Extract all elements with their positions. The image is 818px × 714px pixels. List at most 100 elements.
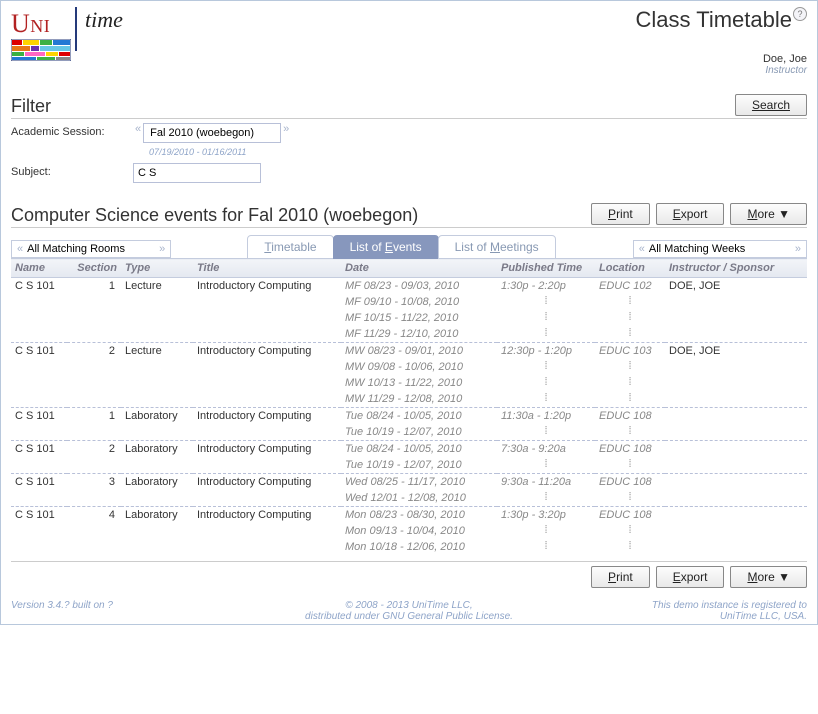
export-button[interactable]: Export bbox=[656, 203, 725, 225]
cell-name bbox=[11, 326, 67, 343]
cell-name: C S 101 bbox=[11, 408, 67, 425]
cell-title: Introductory Computing bbox=[193, 278, 341, 295]
cell-instructor bbox=[665, 507, 807, 524]
col-type[interactable]: Type bbox=[121, 259, 193, 278]
table-head: Name Section Type Title Date Published T… bbox=[11, 259, 807, 278]
logo[interactable]: UNI time bbox=[11, 7, 119, 61]
print-button-bottom[interactable]: Print bbox=[591, 566, 650, 588]
cell-loc-ditto: ⁞ bbox=[595, 326, 665, 343]
col-date[interactable]: Date bbox=[341, 259, 497, 278]
events-header: Computer Science events for Fal 2010 (wo… bbox=[11, 203, 807, 228]
cell-instructor bbox=[665, 457, 807, 474]
cell-time-ditto: ⁞ bbox=[497, 359, 595, 375]
cell-loc-ditto: ⁞ bbox=[595, 539, 665, 555]
weeks-input[interactable] bbox=[647, 242, 793, 256]
cell-instructor bbox=[665, 441, 807, 458]
cell-title: Introductory Computing bbox=[193, 441, 341, 458]
cell-title bbox=[193, 457, 341, 474]
cell-section: 2 bbox=[67, 343, 121, 360]
cell-loc-ditto: ⁞ bbox=[595, 359, 665, 375]
col-title[interactable]: Title bbox=[193, 259, 341, 278]
table-row[interactable]: C S 1011LectureIntroductory ComputingMF … bbox=[11, 278, 807, 343]
cell-time: 11:30a - 1:20p bbox=[497, 408, 595, 425]
table-row[interactable]: C S 1012LectureIntroductory ComputingMW … bbox=[11, 343, 807, 408]
cell-time-ditto: ⁞ bbox=[497, 523, 595, 539]
rooms-filter: « » bbox=[11, 240, 171, 258]
events-toolbar: « » Timetable List of Events List of Mee… bbox=[11, 234, 807, 258]
session-prev-icon[interactable]: « bbox=[133, 123, 143, 135]
cell-time-ditto: ⁞ bbox=[497, 310, 595, 326]
cell-time-ditto: ⁞ bbox=[497, 490, 595, 507]
cell-date: Mon 10/18 - 12/06, 2010 bbox=[341, 539, 497, 555]
cell-name: C S 101 bbox=[11, 474, 67, 491]
cell-instructor: DOE, JOE bbox=[665, 343, 807, 360]
table-row[interactable]: C S 1014LaboratoryIntroductory Computing… bbox=[11, 507, 807, 556]
cell-type bbox=[121, 375, 193, 391]
header: UNI time Class Timetable? D bbox=[11, 7, 807, 76]
cell-section bbox=[67, 523, 121, 539]
logo-grid-icon bbox=[11, 39, 71, 61]
session-next-icon[interactable]: » bbox=[281, 123, 291, 135]
bottom-actions: Print Export More ▼ bbox=[11, 561, 807, 588]
footer: Version 3.4.? built on ? © 2008 - 2013 U… bbox=[11, 598, 807, 622]
rooms-input[interactable] bbox=[25, 242, 157, 256]
more-button-bottom[interactable]: More ▼ bbox=[730, 566, 807, 588]
col-name[interactable]: Name bbox=[11, 259, 67, 278]
cell-type bbox=[121, 391, 193, 408]
col-section[interactable]: Section bbox=[67, 259, 121, 278]
col-instructor[interactable]: Instructor / Sponsor bbox=[665, 259, 807, 278]
cell-section: 2 bbox=[67, 441, 121, 458]
cell-date: Tue 10/19 - 12/07, 2010 bbox=[341, 457, 497, 474]
user-role: Instructor bbox=[635, 65, 807, 76]
print-button[interactable]: Print bbox=[591, 203, 650, 225]
session-box bbox=[143, 123, 281, 143]
tab-list-meetings[interactable]: List of Meetings bbox=[438, 235, 556, 259]
weeks-next-icon[interactable]: » bbox=[793, 243, 803, 255]
cell-instructor bbox=[665, 474, 807, 491]
cell-time: 12:30p - 1:20p bbox=[497, 343, 595, 360]
footer-left: Version 3.4.? built on ? bbox=[11, 600, 274, 622]
cell-section: 4 bbox=[67, 507, 121, 524]
table-row[interactable]: C S 1011LaboratoryIntroductory Computing… bbox=[11, 408, 807, 441]
cell-date: Wed 08/25 - 11/17, 2010 bbox=[341, 474, 497, 491]
more-button[interactable]: More ▼ bbox=[730, 203, 807, 225]
subject-input[interactable] bbox=[133, 163, 261, 183]
cell-type: Laboratory bbox=[121, 408, 193, 425]
filter-header: Filter Search bbox=[11, 94, 807, 119]
cell-title: Introductory Computing bbox=[193, 507, 341, 524]
logo-left: UNI bbox=[11, 9, 71, 61]
footer-right: This demo instance is registered toUniTi… bbox=[544, 600, 807, 622]
session-dates: 07/19/2010 - 01/16/2011 bbox=[149, 147, 807, 157]
title-block: Class Timetable? Doe, Joe Instructor bbox=[635, 7, 807, 76]
col-ptime[interactable]: Published Time bbox=[497, 259, 595, 278]
cell-type: Lecture bbox=[121, 278, 193, 295]
cell-name bbox=[11, 375, 67, 391]
cell-instructor: DOE, JOE bbox=[665, 278, 807, 295]
cell-location: EDUC 108 bbox=[595, 408, 665, 425]
rooms-prev-icon[interactable]: « bbox=[15, 243, 25, 255]
cell-section bbox=[67, 391, 121, 408]
search-button[interactable]: Search bbox=[735, 94, 807, 116]
col-location[interactable]: Location bbox=[595, 259, 665, 278]
cell-title: Introductory Computing bbox=[193, 474, 341, 491]
session-input[interactable] bbox=[148, 125, 274, 141]
tab-list-events[interactable]: List of Events bbox=[333, 235, 439, 259]
cell-loc-ditto: ⁞ bbox=[595, 424, 665, 441]
tab-timetable[interactable]: Timetable bbox=[247, 235, 333, 259]
cell-name: C S 101 bbox=[11, 343, 67, 360]
table-row[interactable]: C S 1012LaboratoryIntroductory Computing… bbox=[11, 441, 807, 474]
cell-name bbox=[11, 391, 67, 408]
table-row[interactable]: C S 1013LaboratoryIntroductory Computing… bbox=[11, 474, 807, 507]
cell-name bbox=[11, 523, 67, 539]
cell-loc-ditto: ⁞ bbox=[595, 391, 665, 408]
cell-instructor bbox=[665, 408, 807, 425]
cell-time-ditto: ⁞ bbox=[497, 424, 595, 441]
cell-name: C S 101 bbox=[11, 507, 67, 524]
rooms-next-icon[interactable]: » bbox=[157, 243, 167, 255]
cell-title bbox=[193, 539, 341, 555]
export-button-bottom[interactable]: Export bbox=[656, 566, 725, 588]
cell-loc-ditto: ⁞ bbox=[595, 375, 665, 391]
help-icon[interactable]: ? bbox=[793, 7, 807, 21]
weeks-prev-icon[interactable]: « bbox=[637, 243, 647, 255]
cell-type bbox=[121, 457, 193, 474]
